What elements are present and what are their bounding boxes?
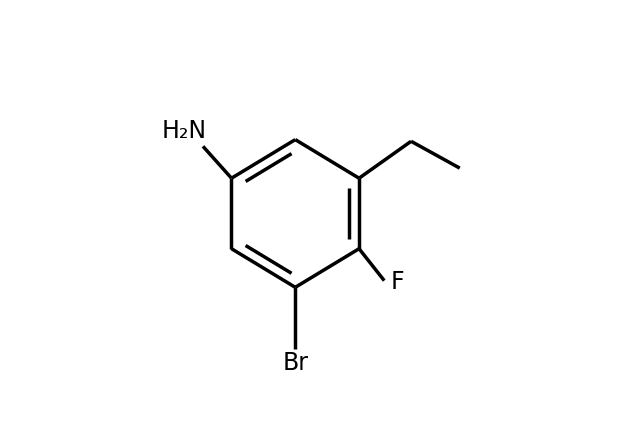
Text: H₂N: H₂N	[162, 119, 207, 143]
Text: Br: Br	[282, 351, 309, 375]
Text: F: F	[391, 270, 404, 294]
